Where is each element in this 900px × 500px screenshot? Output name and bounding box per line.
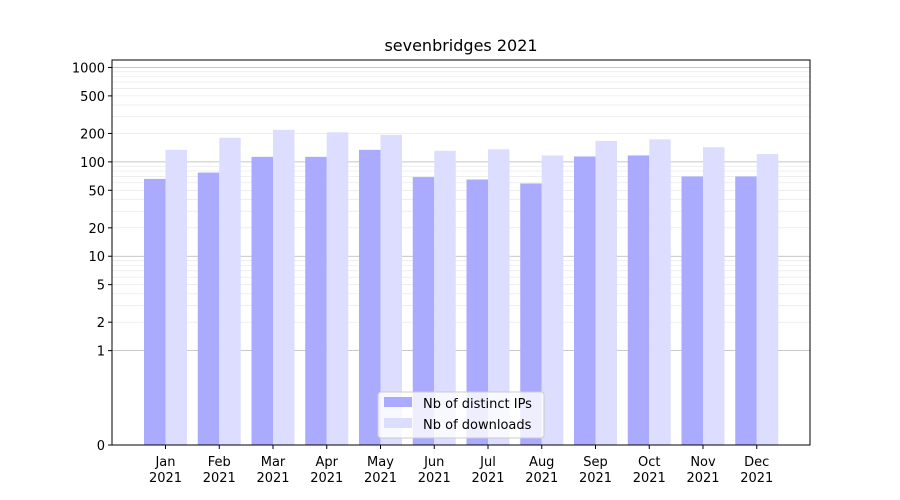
legend-label: Nb of distinct IPs bbox=[423, 397, 532, 412]
legend-label: Nb of downloads bbox=[423, 418, 532, 433]
x-tick-label-month: Feb bbox=[208, 455, 231, 470]
y-tick-label: 200 bbox=[80, 127, 105, 142]
x-tick-label-month: Dec bbox=[744, 455, 769, 470]
bar-distinct-ips bbox=[359, 149, 381, 445]
bar-distinct-ips bbox=[305, 156, 327, 445]
bar-downloads bbox=[219, 137, 241, 445]
x-tick-label-year: 2021 bbox=[418, 471, 451, 486]
y-tick-label: 500 bbox=[80, 90, 105, 105]
x-tick-label-year: 2021 bbox=[149, 471, 182, 486]
y-tick-label: 5 bbox=[97, 279, 105, 294]
bar-downloads bbox=[703, 147, 725, 445]
y-tick-label: 2 bbox=[97, 316, 105, 331]
legend-swatch bbox=[384, 418, 412, 428]
bar-downloads bbox=[595, 140, 617, 445]
bar-distinct-ips bbox=[466, 179, 488, 445]
bar-downloads bbox=[488, 149, 510, 445]
x-tick-label-year: 2021 bbox=[740, 471, 773, 486]
y-tick-label: 10 bbox=[88, 250, 105, 265]
x-tick-label-year: 2021 bbox=[525, 471, 558, 486]
x-tick-label-month: Apr bbox=[316, 455, 339, 470]
y-tick-label: 1000 bbox=[72, 61, 105, 76]
x-tick-label-year: 2021 bbox=[633, 471, 666, 486]
legend-swatch bbox=[384, 397, 412, 407]
x-tick-label-month: May bbox=[367, 455, 394, 470]
x-tick-label-year: 2021 bbox=[256, 471, 289, 486]
x-tick-label-year: 2021 bbox=[471, 471, 504, 486]
x-tick-label-year: 2021 bbox=[686, 471, 719, 486]
bar-distinct-ips bbox=[627, 155, 650, 446]
bar-downloads bbox=[756, 154, 779, 446]
bar-downloads bbox=[165, 149, 187, 445]
chart-title: sevenbridges 2021 bbox=[384, 36, 537, 55]
x-tick-label-month: Jul bbox=[479, 455, 496, 470]
bar-downloads bbox=[326, 132, 349, 445]
x-tick-label-month: Jun bbox=[423, 455, 444, 470]
x-tick-label-month: Nov bbox=[690, 455, 716, 470]
bar-distinct-ips bbox=[574, 156, 596, 445]
bar-distinct-ips bbox=[520, 183, 542, 446]
y-tick-label: 50 bbox=[88, 184, 105, 199]
bar-distinct-ips bbox=[144, 178, 166, 445]
x-tick-label-year: 2021 bbox=[203, 471, 236, 486]
legend: Nb of distinct IPs Nb of downloads bbox=[377, 391, 545, 439]
x-tick-label-year: 2021 bbox=[310, 471, 343, 486]
plot-frame bbox=[111, 59, 811, 446]
bar-downloads bbox=[649, 139, 671, 445]
x-axis: Jan2021Feb2021Mar2021Apr2021May2021Jun20… bbox=[149, 445, 773, 486]
x-tick-label-month: Oct bbox=[638, 455, 660, 470]
bar-distinct-ips bbox=[197, 172, 220, 445]
bar-downloads bbox=[541, 155, 564, 446]
bar-distinct-ips bbox=[735, 176, 757, 445]
x-tick-label-month: Sep bbox=[583, 455, 608, 470]
bar-distinct-ips bbox=[681, 176, 703, 445]
bar-downloads bbox=[273, 129, 295, 446]
y-tick-label: 100 bbox=[80, 156, 105, 171]
bar-downloads bbox=[434, 150, 456, 445]
y-tick-label: 1 bbox=[97, 345, 105, 360]
x-tick-label-month: Mar bbox=[261, 455, 286, 470]
x-tick-label-month: Aug bbox=[529, 455, 554, 470]
bar-distinct-ips bbox=[412, 177, 435, 445]
x-tick-label-year: 2021 bbox=[364, 471, 397, 486]
y-axis: 0 1 2 5 10 20 50 100 200 500 1000 bbox=[72, 61, 112, 454]
legend-box bbox=[377, 391, 545, 439]
y-tick-label: 20 bbox=[88, 222, 105, 237]
x-tick-label-year: 2021 bbox=[579, 471, 612, 486]
bars bbox=[144, 129, 779, 446]
x-tick-label-month: Jan bbox=[154, 455, 175, 470]
y-tick-label: 0 bbox=[97, 439, 105, 454]
bar-distinct-ips bbox=[251, 156, 273, 445]
bar-downloads bbox=[380, 134, 402, 445]
